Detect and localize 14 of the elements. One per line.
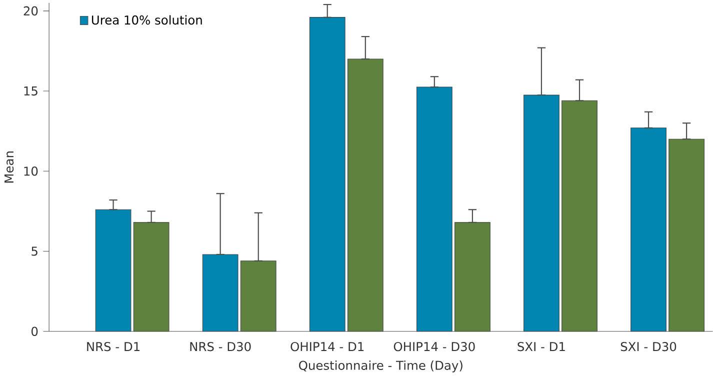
- x-tick-label: OHIP14 - D1: [290, 342, 364, 352]
- y-tick-label: 0: [32, 326, 38, 336]
- x-tick-label: NRS - D30: [190, 342, 251, 352]
- x-tick-label: SXI - D30: [620, 342, 676, 352]
- y-tick-label: 10: [24, 166, 38, 176]
- y-tick-label: 5: [32, 246, 38, 256]
- x-tick-label: OHIP14 - D30: [394, 342, 475, 352]
- x-axis-title: Questionnaire - Time (Day): [299, 360, 462, 372]
- y-axis-title: Mean: [4, 152, 14, 183]
- x-tick-label: NRS - D1: [87, 342, 140, 352]
- y-tick-label: 15: [24, 86, 38, 96]
- x-tick-label: SXI - D1: [518, 342, 565, 352]
- y-tick-label: 20: [24, 6, 38, 16]
- legend-label: Urea 10% solution: [92, 15, 202, 25]
